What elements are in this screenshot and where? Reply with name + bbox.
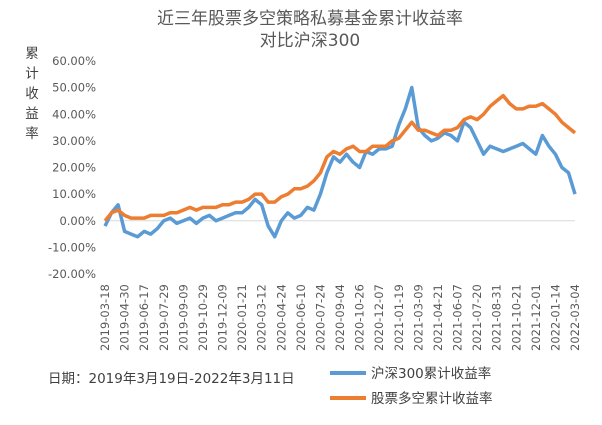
y-axis-label-char: 率	[25, 125, 39, 142]
x-tick-label: 2020-01-21	[235, 284, 249, 351]
x-tick-label: 2020-12-07	[372, 284, 386, 351]
x-tick-label: 2019-10-29	[196, 284, 210, 351]
y-tick-label: -10.00%	[48, 240, 96, 254]
date-range-note: 日期：2019年3月19日-2022年3月11日	[48, 371, 295, 387]
x-tick-label: 2019-03-18	[98, 284, 112, 351]
x-tick-label: 2021-08-31	[490, 284, 504, 351]
y-axis-label-char: 计	[25, 66, 39, 82]
y-tick-label: 20.00%	[52, 161, 96, 175]
x-tick-label: 2021-10-21	[509, 284, 523, 351]
y-tick-label: 0.00%	[59, 214, 96, 228]
y-tick-label: 30.00%	[52, 134, 96, 148]
x-tick-label: 2020-06-10	[294, 284, 308, 351]
chart-subtitle: 对比沪深300	[260, 31, 360, 51]
y-tick-label: 50.00%	[52, 81, 96, 95]
x-tick-label: 2019-12-09	[216, 284, 230, 351]
x-tick-label: 2020-03-12	[255, 284, 269, 351]
x-tick-label: 2020-04-24	[274, 284, 288, 351]
series-line-hs300	[103, 85, 577, 239]
y-axis-label: 累计收益率	[25, 46, 39, 142]
series-layer	[103, 85, 577, 239]
y-axis-label-char: 益	[25, 106, 39, 122]
x-tick-label: 2021-04-21	[431, 284, 445, 351]
y-tick-label: 60.00%	[52, 54, 96, 68]
x-tick-label: 2021-07-20	[470, 284, 484, 351]
y-tick-label: 10.00%	[52, 187, 96, 201]
series-line-long-short	[103, 93, 577, 222]
y-tick-label: 40.00%	[52, 107, 96, 121]
y-tick-label: -20.00%	[48, 267, 96, 281]
y-axis-label-char: 累	[25, 46, 39, 62]
x-tick-label: 2021-03-09	[411, 284, 425, 351]
legend-label-hs300: 沪深300累计收益率	[371, 365, 491, 382]
x-tick-label: 2021-06-07	[451, 284, 465, 351]
x-tick-label: 2021-12-01	[529, 284, 543, 351]
x-tick-label: 2019-04-30	[118, 284, 132, 351]
x-tick-label: 2022-03-04	[568, 284, 582, 351]
x-tick-label: 2019-07-29	[157, 284, 171, 351]
legend: 沪深300累计收益率 股票多空累计收益率	[330, 365, 493, 407]
x-axis-ticks: 2019-03-18 2019-04-30 2019-06-17 2019-07-29…	[98, 284, 582, 351]
x-tick-label: 2019-06-17	[137, 284, 151, 351]
y-axis-label-char: 收	[25, 86, 39, 102]
x-tick-label: 2022-01-14	[548, 284, 562, 351]
x-tick-label: 2020-09-04	[333, 284, 347, 351]
x-tick-label: 2019-09-09	[176, 284, 190, 351]
chart-title: 近三年股票多空策略私募基金累计收益率	[157, 9, 463, 29]
legend-label-long-short: 股票多空累计收益率	[371, 390, 493, 407]
x-tick-label: 2020-07-24	[313, 284, 327, 351]
x-tick-label: 2020-10-26	[353, 284, 367, 351]
x-tick-label: 2021-01-19	[392, 284, 406, 351]
y-axis-ticks: 60.00% 50.00% 40.00% 30.00% 20.00% 10.00% 0.00…	[48, 54, 96, 281]
